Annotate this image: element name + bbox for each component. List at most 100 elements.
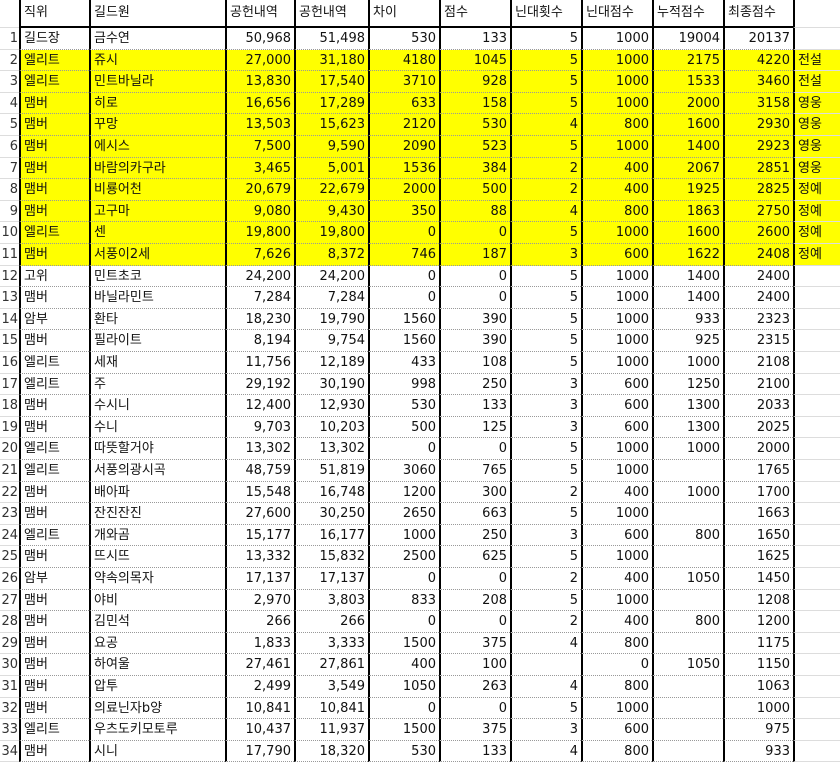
score-cell[interactable]: 100 — [439, 654, 510, 676]
grade-cell[interactable] — [793, 611, 840, 633]
cumulative-score-cell[interactable] — [652, 676, 723, 698]
difference-cell[interactable]: 530 — [368, 395, 439, 417]
final-score-cell[interactable]: 1000 — [723, 697, 793, 720]
contribution-after-cell[interactable]: 16,748 — [294, 481, 368, 504]
contribution-after-cell[interactable]: 17,540 — [294, 71, 368, 93]
raid-count-cell[interactable]: 3 — [510, 395, 581, 417]
difference-cell[interactable]: 0 — [368, 222, 439, 244]
grade-cell[interactable]: 정예 — [793, 200, 840, 223]
raid-count-cell[interactable]: 4 — [510, 114, 581, 136]
final-score-cell[interactable]: 2400 — [723, 265, 793, 288]
rank-cell[interactable]: 맴버 — [19, 611, 89, 633]
cumulative-score-cell[interactable]: 1250 — [652, 373, 723, 396]
member-cell[interactable]: 민트바닐라 — [89, 71, 225, 93]
final-score-cell[interactable]: 4220 — [723, 49, 793, 72]
cumulative-score-cell[interactable]: 1000 — [652, 438, 723, 460]
raid-score-cell[interactable]: 400 — [581, 568, 652, 590]
contribution-after-cell[interactable]: 8,372 — [294, 244, 368, 266]
raid-score-cell[interactable]: 400 — [581, 611, 652, 633]
contribution-before-cell[interactable]: 15,177 — [225, 524, 294, 547]
member-cell[interactable]: 환타 — [89, 308, 225, 331]
row-number[interactable]: 22 — [0, 482, 19, 504]
final-score-cell[interactable]: 2923 — [723, 136, 793, 158]
rank-cell[interactable]: 맴버 — [19, 654, 89, 676]
final-score-cell[interactable]: 2100 — [723, 373, 793, 396]
score-cell[interactable]: 263 — [439, 676, 510, 698]
rank-cell[interactable]: 엘리트 — [19, 524, 89, 547]
grade-cell[interactable]: 영웅 — [793, 136, 840, 158]
cumulative-score-cell[interactable]: 800 — [652, 611, 723, 633]
contribution-before-cell[interactable]: 13,830 — [225, 71, 294, 93]
contribution-before-cell[interactable]: 17,790 — [225, 740, 294, 762]
grade-cell[interactable] — [793, 395, 840, 417]
grade-cell[interactable] — [793, 654, 840, 676]
cumulative-score-cell[interactable]: 1400 — [652, 136, 723, 158]
raid-count-cell[interactable]: 4 — [510, 676, 581, 698]
row-number[interactable]: 20 — [0, 438, 19, 460]
difference-cell[interactable]: 500 — [368, 416, 439, 439]
contribution-after-cell[interactable]: 12,189 — [294, 352, 368, 374]
final-score-cell[interactable]: 1625 — [723, 546, 793, 568]
contribution-after-cell[interactable]: 30,250 — [294, 503, 368, 525]
raid-score-cell[interactable]: 600 — [581, 373, 652, 396]
raid-count-cell[interactable]: 5 — [510, 352, 581, 374]
grade-cell[interactable]: 정예 — [793, 244, 840, 266]
column-header[interactable]: 최종점수 — [723, 0, 793, 28]
row-number[interactable]: 16 — [0, 352, 19, 374]
raid-count-cell[interactable]: 5 — [510, 136, 581, 158]
difference-cell[interactable]: 0 — [368, 287, 439, 309]
contribution-before-cell[interactable]: 29,192 — [225, 373, 294, 396]
contribution-after-cell[interactable]: 51,819 — [294, 460, 368, 482]
row-number[interactable]: 10 — [0, 222, 19, 244]
difference-cell[interactable]: 0 — [368, 438, 439, 460]
final-score-cell[interactable]: 2315 — [723, 330, 793, 352]
score-cell[interactable]: 500 — [439, 179, 510, 201]
difference-cell[interactable]: 530 — [368, 740, 439, 762]
row-number[interactable]: 32 — [0, 698, 19, 720]
score-cell[interactable]: 390 — [439, 330, 510, 352]
grade-cell[interactable] — [793, 265, 840, 288]
score-cell[interactable]: 765 — [439, 460, 510, 482]
raid-count-cell[interactable]: 5 — [510, 546, 581, 568]
column-header[interactable]: 공헌내역 — [225, 0, 294, 28]
rank-cell[interactable]: 맴버 — [19, 200, 89, 223]
member-cell[interactable]: 의료닌자b양 — [89, 697, 225, 720]
cumulative-score-cell[interactable]: 19004 — [652, 28, 723, 50]
difference-cell[interactable]: 998 — [368, 373, 439, 396]
grade-cell[interactable] — [793, 438, 840, 460]
column-header[interactable]: 차이 — [368, 0, 439, 28]
row-number[interactable]: 26 — [0, 568, 19, 590]
cumulative-score-cell[interactable]: 1925 — [652, 179, 723, 201]
cumulative-score-cell[interactable] — [652, 632, 723, 655]
cumulative-score-cell[interactable]: 1600 — [652, 114, 723, 136]
raid-score-cell[interactable]: 1000 — [581, 222, 652, 244]
raid-score-cell[interactable]: 1000 — [581, 438, 652, 460]
raid-count-cell[interactable]: 2 — [510, 611, 581, 633]
difference-cell[interactable]: 2000 — [368, 179, 439, 201]
cumulative-score-cell[interactable]: 1400 — [652, 265, 723, 288]
contribution-before-cell[interactable]: 7,284 — [225, 287, 294, 309]
contribution-before-cell[interactable]: 12,400 — [225, 395, 294, 417]
member-cell[interactable]: 배아파 — [89, 481, 225, 504]
row-number[interactable]: 8 — [0, 179, 19, 201]
final-score-cell[interactable]: 2323 — [723, 308, 793, 331]
cumulative-score-cell[interactable]: 2175 — [652, 49, 723, 72]
grade-cell[interactable]: 전설 — [793, 49, 840, 72]
contribution-after-cell[interactable]: 10,841 — [294, 697, 368, 720]
raid-count-cell[interactable]: 4 — [510, 740, 581, 762]
raid-score-cell[interactable]: 1000 — [581, 28, 652, 50]
difference-cell[interactable]: 1536 — [368, 157, 439, 180]
member-cell[interactable]: 수니 — [89, 416, 225, 439]
raid-count-cell[interactable]: 3 — [510, 373, 581, 396]
cumulative-score-cell[interactable]: 1050 — [652, 654, 723, 676]
difference-cell[interactable]: 0 — [368, 568, 439, 590]
member-cell[interactable]: 꾸망 — [89, 114, 225, 136]
cumulative-score-cell[interactable] — [652, 460, 723, 482]
row-number[interactable]: 11 — [0, 244, 19, 266]
grade-cell[interactable] — [793, 460, 840, 482]
final-score-cell[interactable]: 1650 — [723, 524, 793, 547]
score-cell[interactable]: 0 — [439, 697, 510, 720]
raid-score-cell[interactable]: 400 — [581, 157, 652, 180]
row-number-header[interactable] — [0, 0, 19, 28]
raid-score-cell[interactable]: 1000 — [581, 697, 652, 720]
